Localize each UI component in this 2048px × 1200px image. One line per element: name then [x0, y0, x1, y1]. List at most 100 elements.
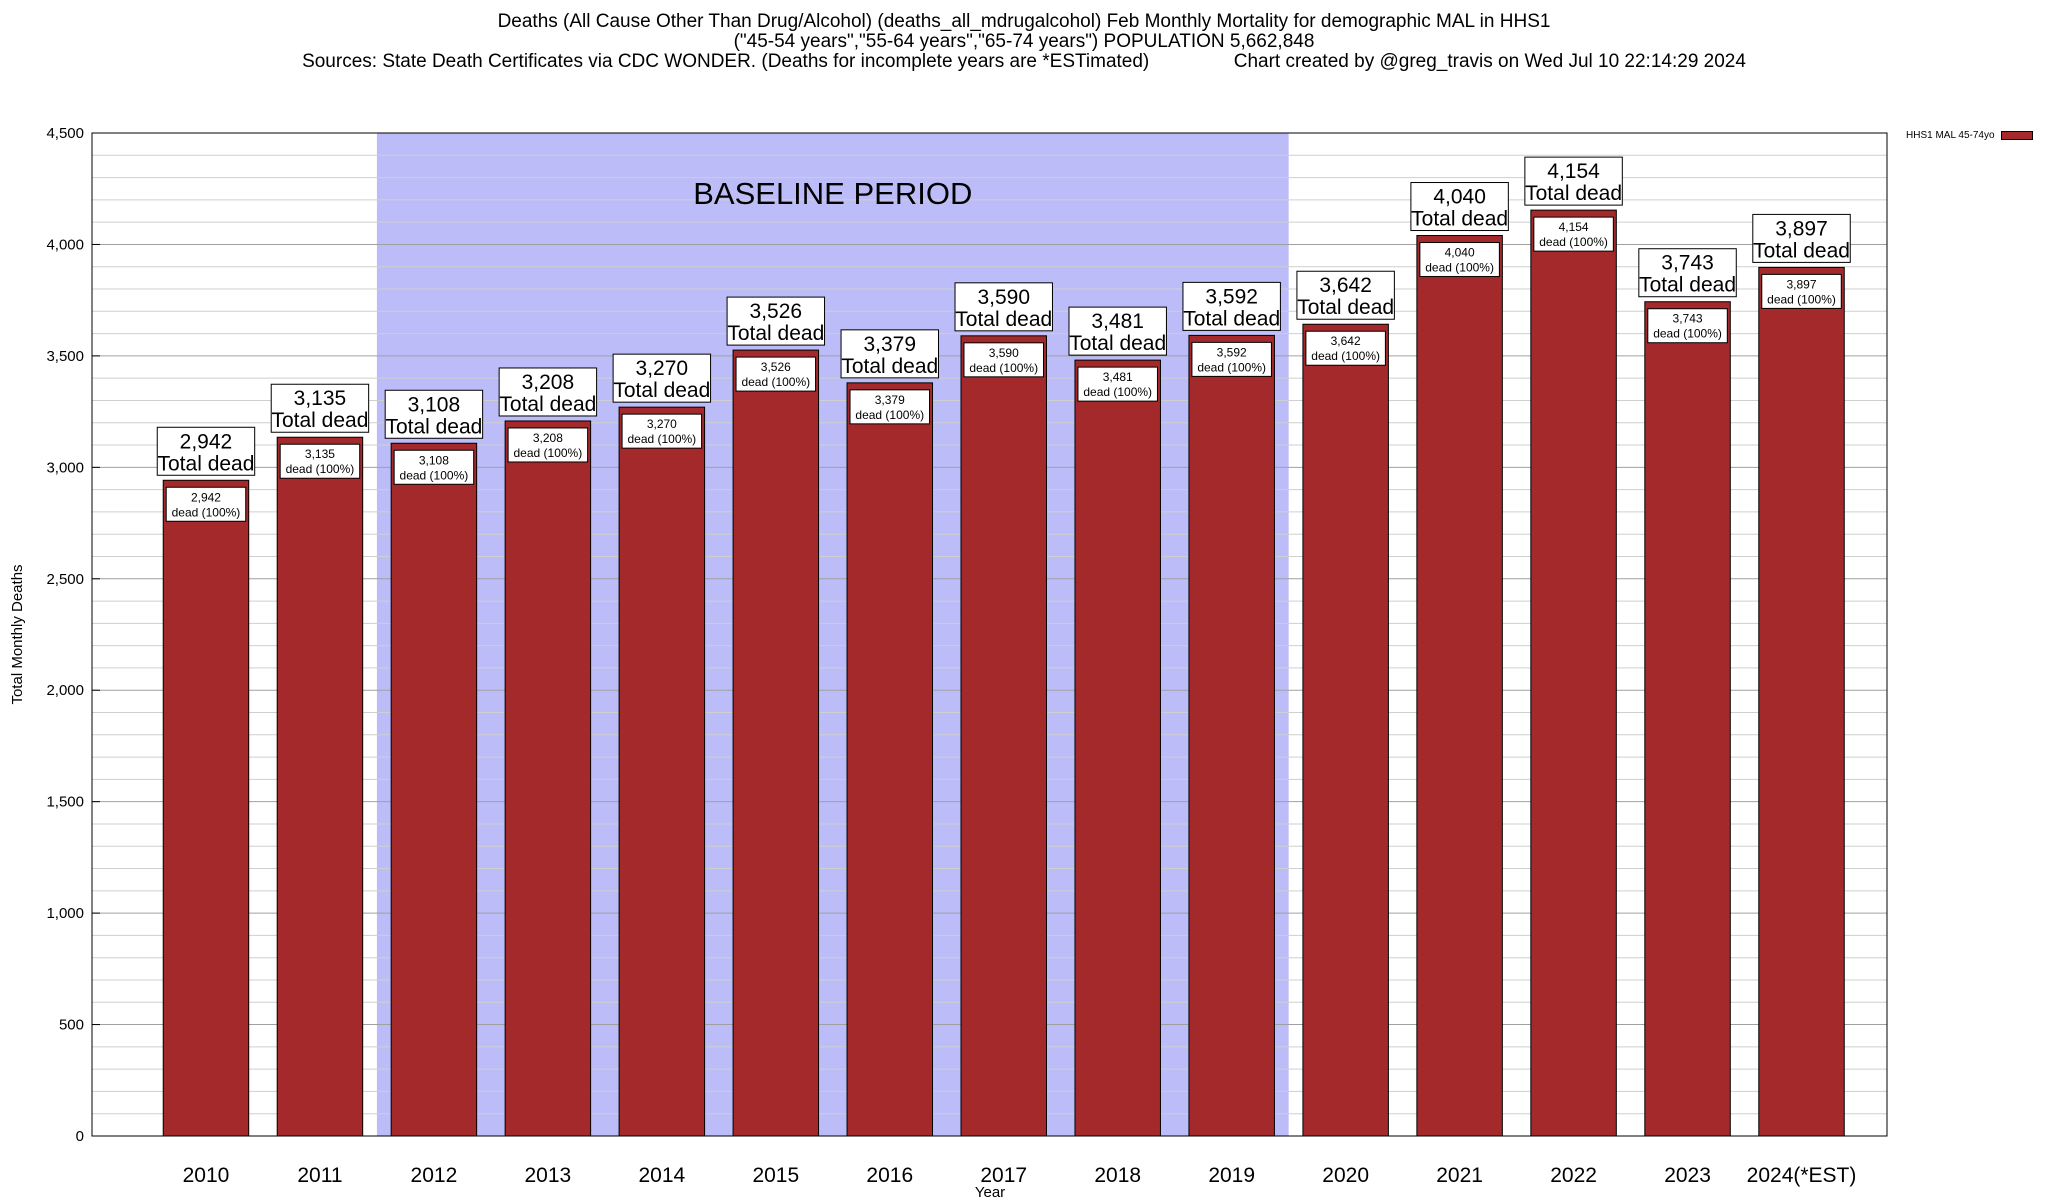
bar-2016 [846, 382, 934, 1137]
inner-dead-label: dead (100%) [627, 432, 696, 446]
total-dead-label: Total dead [1411, 208, 1508, 231]
total-value-label: 3,270 [636, 357, 689, 380]
x-tick-label: 2023 [1664, 1164, 1711, 1187]
total-dead-label: Total dead [955, 308, 1052, 331]
total-label-box [726, 296, 826, 346]
inner-value-label: 3,481 [1103, 370, 1133, 384]
x-tick-label: 2021 [1436, 1164, 1483, 1187]
total-dead-label: Total dead [1297, 296, 1394, 319]
x-tick-label: 2012 [411, 1164, 458, 1187]
total-value-label: 3,135 [294, 387, 347, 410]
total-label-box [1524, 156, 1623, 206]
total-label-box [1182, 281, 1281, 331]
y-axis-label: Total Monthly Deaths [9, 564, 26, 704]
total-value-label: 3,897 [1775, 217, 1828, 240]
y-tick-label: 2,500 [46, 571, 84, 588]
x-tick-label: 2017 [980, 1164, 1027, 1187]
y-tick-label: 4,000 [46, 236, 84, 253]
inner-dead-label: dead (100%) [1197, 360, 1266, 374]
total-label-box [498, 367, 598, 417]
bar-2023 [1644, 301, 1731, 1137]
inner-value-label: 3,135 [305, 447, 335, 461]
inner-dead-label: dead (100%) [1767, 292, 1836, 306]
inner-dead-label: dead (100%) [1083, 385, 1152, 399]
total-dead-label: Total dead [1753, 239, 1850, 262]
bar-2019 [1188, 334, 1275, 1137]
bar-2013 [504, 420, 592, 1137]
inner-dead-label: dead (100%) [1539, 235, 1608, 249]
total-value-label: 3,379 [863, 333, 916, 356]
inner-label-box [735, 356, 817, 392]
total-value-label: 4,040 [1433, 186, 1486, 209]
total-dead-label: Total dead [1069, 332, 1166, 355]
total-label-box [1410, 182, 1509, 232]
total-label-box [1296, 270, 1395, 320]
inner-label-box [849, 389, 931, 425]
bar-2015 [732, 349, 820, 1137]
y-tick-label: 500 [59, 1017, 84, 1034]
baseline-period-label: BASELINE PERIOD [693, 176, 972, 211]
inner-value-label: 3,592 [1217, 345, 1247, 359]
inner-value-label: 3,897 [1787, 277, 1817, 291]
bar-2012 [390, 442, 478, 1137]
chart-title: Deaths (All Cause Other Than Drug/Alcoho… [497, 11, 1551, 32]
x-tick-label: 2013 [525, 1164, 572, 1187]
total-dead-label: Total dead [271, 409, 368, 432]
inner-label-box [1419, 242, 1500, 278]
total-dead-label: Total dead [158, 452, 255, 475]
y-tick-label: 2,000 [46, 682, 84, 699]
bar-2010 [162, 479, 250, 1137]
total-dead-label: Total dead [841, 355, 938, 378]
total-value-label: 3,743 [1661, 252, 1714, 275]
bar-2011 [276, 436, 364, 1137]
chart-sources-line: Sources: State Death Certificates via CD… [0, 52, 2048, 72]
bar-2021 [1416, 235, 1503, 1137]
total-dead-label: Total dead [1525, 182, 1622, 205]
inner-value-label: 3,743 [1673, 312, 1703, 326]
bar-2024(*EST) [1758, 266, 1845, 1137]
chart-sources: Sources: State Death Certificates via CD… [302, 51, 1150, 72]
chart-title-block: Deaths (All Cause Other Than Drug/Alcoho… [0, 12, 2048, 72]
x-tick-label: 2015 [752, 1164, 799, 1187]
total-dead-label: Total dead [727, 322, 824, 345]
x-tick-label: 2016 [866, 1164, 913, 1187]
legend-label: HHS1 MAL 45-74yo [1906, 130, 1995, 141]
y-tick-label: 1,500 [46, 794, 84, 811]
x-axis-label: Year [975, 1184, 1005, 1200]
total-label-box [384, 389, 484, 439]
inner-label-box [1647, 308, 1728, 344]
inner-label-box [507, 427, 589, 463]
inner-dead-label: dead (100%) [969, 361, 1038, 375]
chart-credit: Chart created by @greg_travis on Wed Jul… [1233, 51, 1746, 72]
x-tick-label: 2011 [297, 1164, 342, 1187]
total-label-box [954, 282, 1053, 332]
inner-dead-label: dead (100%) [741, 375, 810, 389]
inner-label-box [621, 413, 703, 449]
bar-2020 [1302, 323, 1389, 1137]
inner-value-label: 3,270 [647, 417, 677, 431]
inner-value-label: 3,379 [875, 393, 905, 407]
total-value-label: 3,590 [977, 286, 1030, 309]
x-tick-label: 2024(*EST) [1747, 1164, 1857, 1187]
inner-value-label: 4,040 [1445, 246, 1475, 260]
inner-label-box [1191, 341, 1272, 377]
inner-dead-label: dead (100%) [286, 462, 355, 476]
x-tick-label: 2010 [183, 1164, 230, 1187]
total-label-box [1752, 213, 1851, 263]
inner-value-label: 3,642 [1331, 334, 1361, 348]
inner-label-box [1761, 273, 1842, 309]
total-value-label: 3,642 [1319, 274, 1372, 297]
total-label-box [1068, 306, 1167, 356]
total-dead-label: Total dead [499, 393, 596, 416]
inner-dead-label: dead (100%) [855, 408, 924, 422]
bar-2022 [1530, 209, 1617, 1137]
total-dead-label: Total dead [613, 379, 710, 402]
y-tick-label: 0 [76, 1128, 84, 1145]
y-tick-label: 1,000 [46, 905, 84, 922]
total-value-label: 3,481 [1091, 310, 1144, 333]
total-dead-label: Total dead [385, 415, 482, 438]
inner-label-box [393, 449, 475, 485]
x-tick-label: 2020 [1322, 1164, 1369, 1187]
total-label-box [612, 353, 712, 403]
inner-dead-label: dead (100%) [1653, 327, 1722, 341]
